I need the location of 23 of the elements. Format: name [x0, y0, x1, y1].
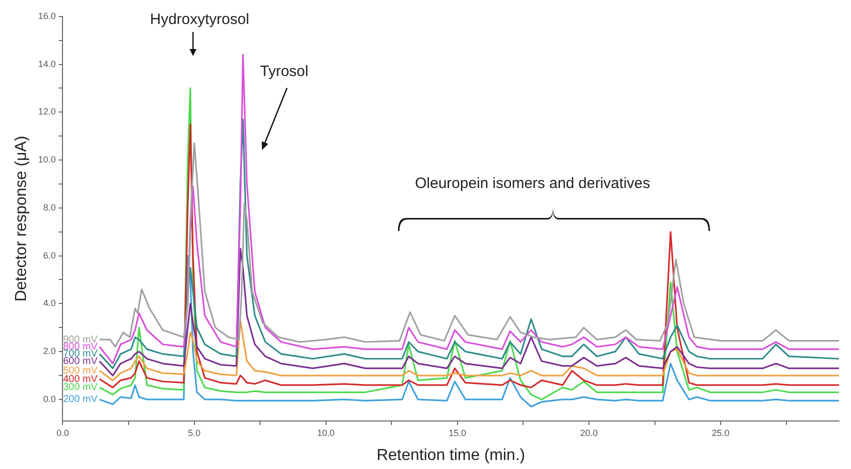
annotation: Hydroxytyrosol — [150, 10, 250, 30]
annotation: Oleuropein isomers and derivatives — [415, 174, 650, 194]
x-tick-label: 5.0 — [188, 428, 201, 438]
y-tick-label: 0.0 — [43, 394, 56, 404]
series-label: 500 mV — [63, 365, 98, 376]
series-label: 200 mV — [63, 394, 98, 406]
y-tick-label: 16.0 — [38, 10, 56, 21]
y-tick-label: 4.0 — [43, 298, 56, 308]
series-label: 300 mV — [63, 382, 98, 394]
x-tick-label: 15.0 — [448, 428, 466, 438]
x-tick-label: 0.0 — [56, 428, 69, 438]
y-tick-label: 2.0 — [43, 346, 56, 356]
y-tick-label: 12.0 — [38, 106, 56, 117]
x-tick-label: 20.0 — [580, 428, 598, 438]
y-axis-title: Detector response (μA) — [13, 136, 30, 302]
x-tick-label: 25.0 — [712, 428, 730, 438]
y-tick-label: 6.0 — [43, 250, 56, 260]
annotation: Tyrosol — [260, 62, 308, 82]
x-axis-title: Retention time (min.) — [376, 446, 526, 464]
x-tick-label: 10.0 — [317, 428, 335, 438]
y-tick-label: 10.0 — [38, 154, 56, 165]
y-tick-label: 8.0 — [43, 202, 56, 212]
y-tick-label: 14.0 — [38, 58, 56, 69]
